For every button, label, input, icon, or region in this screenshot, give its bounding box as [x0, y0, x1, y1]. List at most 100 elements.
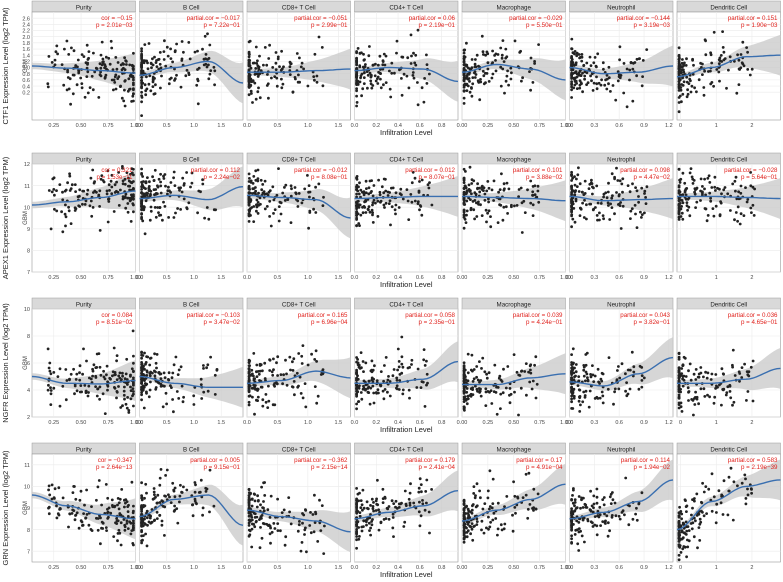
data-point [115, 390, 119, 394]
x-tick-label: 1.00 [130, 123, 141, 129]
data-point [689, 90, 693, 94]
data-point [166, 192, 169, 196]
data-point [486, 496, 490, 500]
data-point [412, 501, 416, 505]
data-point [163, 534, 166, 537]
data-point [160, 74, 163, 78]
data-point [145, 516, 149, 520]
data-point [578, 396, 582, 399]
data-point [490, 402, 494, 405]
data-point [151, 371, 154, 375]
x-tick-label: 0.25 [48, 123, 59, 129]
data-point [262, 509, 266, 513]
data-point [78, 364, 82, 368]
data-point [479, 379, 483, 382]
data-point [588, 55, 592, 59]
data-point [111, 374, 114, 378]
data-point [485, 526, 488, 530]
data-point [180, 40, 184, 43]
x-axis-title: Infiltration Level [380, 128, 433, 137]
data-point [692, 413, 695, 417]
data-point [132, 522, 135, 525]
data-point [303, 187, 307, 191]
data-point [355, 497, 358, 501]
data-point [677, 77, 681, 81]
data-point [247, 518, 251, 522]
y-tick-label: 6 [27, 361, 30, 367]
data-point [578, 86, 582, 90]
data-point [155, 353, 159, 356]
data-point [737, 83, 741, 86]
data-point [428, 72, 431, 76]
points [355, 28, 431, 108]
data-point [173, 79, 176, 82]
data-point [577, 388, 581, 392]
data-point [126, 527, 130, 530]
x-tick-label: 0.00 [457, 420, 468, 426]
data-point [499, 46, 503, 50]
data-point [462, 187, 466, 191]
data-point [143, 496, 146, 500]
data-point [617, 202, 621, 206]
data-point [125, 522, 129, 525]
data-point [475, 387, 479, 391]
correlation-value: partial.cor = 0.005 [190, 457, 240, 464]
data-point [355, 538, 358, 542]
data-point [288, 73, 292, 76]
data-point [531, 379, 535, 383]
data-point [420, 490, 423, 494]
data-point [517, 413, 520, 417]
confidence-band [462, 180, 566, 222]
data-point [147, 42, 151, 45]
data-point [115, 354, 119, 357]
data-point [190, 171, 194, 175]
data-point [580, 534, 584, 538]
data-point [575, 87, 579, 90]
data-point [684, 375, 688, 378]
data-point [64, 203, 67, 207]
data-point [407, 218, 411, 222]
data-point [369, 82, 373, 86]
data-point [705, 512, 708, 515]
data-point [742, 214, 746, 218]
correlation-value: partial.cor = 0.151 [728, 15, 778, 22]
data-point [462, 395, 466, 399]
data-point [750, 211, 753, 215]
data-point [624, 476, 628, 480]
data-point [641, 59, 645, 62]
data-point [87, 384, 91, 388]
data-point [488, 525, 492, 529]
correlation-value: cor = −0.347 [98, 457, 133, 464]
data-point [739, 184, 743, 188]
data-point [247, 501, 251, 505]
data-point [706, 214, 710, 217]
data-point [464, 83, 468, 87]
data-point [571, 202, 575, 206]
data-point [263, 46, 267, 49]
data-point [260, 485, 263, 489]
data-point [91, 374, 94, 378]
data-point [709, 199, 713, 203]
data-point [172, 410, 175, 414]
data-point [140, 529, 144, 532]
data-point [749, 184, 753, 188]
data-point [570, 56, 573, 60]
data-point [466, 507, 470, 511]
data-point [490, 188, 494, 192]
data-point [734, 175, 738, 179]
data-point [466, 523, 470, 526]
data-point [206, 32, 209, 36]
data-point [409, 33, 413, 37]
data-point [276, 529, 280, 532]
data-point [421, 502, 425, 506]
data-point [254, 67, 258, 70]
data-point [690, 175, 694, 179]
data-point [577, 549, 581, 552]
data-point [91, 168, 95, 172]
data-point [467, 183, 471, 187]
data-point [376, 77, 379, 80]
data-point [393, 71, 396, 75]
data-point [164, 391, 168, 395]
data-point [400, 501, 403, 505]
